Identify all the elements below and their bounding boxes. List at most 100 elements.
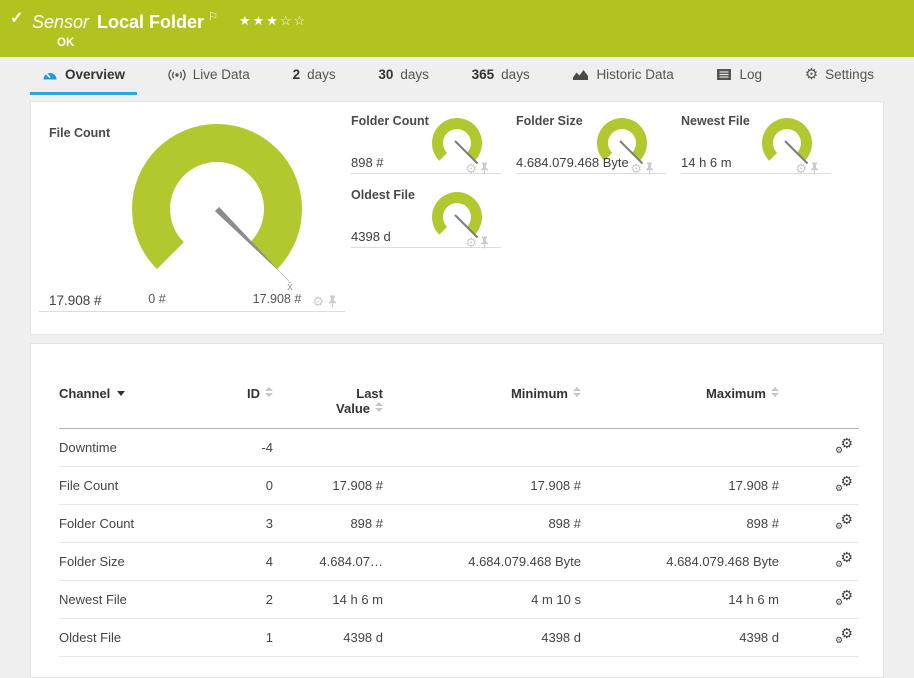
flag-icon[interactable]: ⚐ xyxy=(208,11,218,23)
channel-id: 2 xyxy=(217,580,279,619)
channel-settings-icon[interactable]: ⚙ ⚙ xyxy=(835,473,853,493)
channel-minimum: 17.908 # xyxy=(389,466,587,505)
channel-last-value: 4.684.07… xyxy=(279,542,389,581)
column-header-last-value[interactable]: Last Value xyxy=(279,386,389,429)
pin-icon[interactable] xyxy=(480,162,489,175)
sensor-kind-label: Sensor xyxy=(32,12,90,32)
tab-settings[interactable]: ⚙ Settings xyxy=(793,57,886,95)
gauge-panel-newest-file: Newest File 14 h 6 m ⚙ xyxy=(681,114,831,176)
tab-bar: Overview Live Data 2 days 30 days 365 da… xyxy=(0,57,914,95)
table-header-row: Channel ID Last Value Minimum Maximum xyxy=(59,386,859,429)
tab-log[interactable]: Log xyxy=(704,57,774,95)
channel-maximum: 898 # xyxy=(587,504,785,543)
channel-maximum: 4.684.079.468 Byte xyxy=(587,542,785,581)
pin-icon[interactable] xyxy=(810,162,819,175)
column-header-id[interactable]: ID xyxy=(217,386,279,429)
channel-settings-icon[interactable]: ⚙ ⚙ xyxy=(835,549,853,569)
channel-last-value: 14 h 6 m xyxy=(279,580,389,619)
gauge-value: 4398 d xyxy=(351,229,391,244)
gauge-needle xyxy=(619,140,644,165)
tab-number: 2 xyxy=(292,67,301,82)
channel-last-value xyxy=(279,428,389,467)
column-header-actions xyxy=(785,386,859,429)
channel-name[interactable]: Downtime xyxy=(59,428,217,467)
channel-id: 1 xyxy=(217,618,279,657)
gear-icon[interactable]: ⚙ xyxy=(465,161,477,176)
gauge-scale-min: 0 # xyxy=(148,292,165,306)
tab-30-days[interactable]: 30 days xyxy=(366,57,441,95)
tab-historic-data[interactable]: Historic Data xyxy=(560,57,685,95)
gauge-title: Oldest File xyxy=(351,188,415,202)
channel-settings-icon[interactable]: ⚙ ⚙ xyxy=(835,587,853,607)
column-label: Maximum xyxy=(706,386,766,401)
pin-icon[interactable] xyxy=(645,162,654,175)
channel-settings-icon[interactable]: ⚙ ⚙ xyxy=(835,435,853,455)
channel-minimum xyxy=(389,428,587,467)
gear-icon[interactable]: ⚙ xyxy=(795,161,807,176)
gauge-title: Newest File xyxy=(681,114,750,128)
content-area: File Count x̄ 0 # 17.908 # 17.908 # ⚙ Fo xyxy=(0,95,914,678)
newest-file-gauge xyxy=(762,118,812,165)
gauge-title: Folder Size xyxy=(516,114,583,128)
channels-table: Channel ID Last Value Minimum Maximum xyxy=(59,386,859,657)
table-row-oldest-file: Oldest File 1 4398 d 4398 d 4398 d ⚙ ⚙ xyxy=(59,618,859,657)
channel-id: 3 xyxy=(217,504,279,543)
gauge-value: 898 # xyxy=(351,155,384,170)
channel-name[interactable]: Folder Count xyxy=(59,504,217,543)
channel-name[interactable]: File Count xyxy=(59,466,217,505)
gauge-title: Folder Count xyxy=(351,114,429,128)
channel-maximum: 4398 d xyxy=(587,618,785,657)
tab-number: 365 xyxy=(471,67,495,82)
tab-label: days xyxy=(400,67,429,82)
status-badge: OK xyxy=(57,37,75,49)
table-row-folder-size: Folder Size 4 4.684.07… 4.684.079.468 By… xyxy=(59,542,859,581)
sort-icon xyxy=(375,402,383,412)
sort-icon xyxy=(771,387,779,397)
table-row-newest-file: Newest File 2 14 h 6 m 4 m 10 s 14 h 6 m… xyxy=(59,580,859,619)
tab-overview[interactable]: Overview xyxy=(30,57,138,95)
sort-icon xyxy=(573,387,581,397)
priority-stars[interactable]: ★★★☆☆ xyxy=(238,13,308,28)
tab-label: days xyxy=(501,67,530,82)
gear-icon[interactable]: ⚙ xyxy=(465,235,477,250)
sensor-header: ✓ Sensor Local Folder ⚐ ★★★☆☆ OK xyxy=(0,0,914,57)
channel-name[interactable]: Oldest File xyxy=(59,618,217,657)
tab-number: 30 xyxy=(378,67,394,82)
channels-card: Channel ID Last Value Minimum Maximum xyxy=(30,343,884,678)
column-header-channel[interactable]: Channel xyxy=(59,386,217,429)
file-count-gauge: x̄ 0 # 17.908 # xyxy=(132,123,302,306)
channel-settings-icon[interactable]: ⚙ ⚙ xyxy=(835,511,853,531)
gauge-panel-oldest-file: Oldest File 4398 d ⚙ xyxy=(351,188,501,250)
channel-name[interactable]: Newest File xyxy=(59,580,217,619)
channel-maximum xyxy=(587,428,785,467)
channel-settings-icon[interactable]: ⚙ ⚙ xyxy=(835,625,853,645)
tab-label: Settings xyxy=(825,67,874,82)
channel-last-value: 898 # xyxy=(279,504,389,543)
column-header-maximum[interactable]: Maximum xyxy=(587,386,785,429)
column-header-minimum[interactable]: Minimum xyxy=(389,386,587,429)
tab-365-days[interactable]: 365 days xyxy=(460,57,542,95)
gear-icon[interactable]: ⚙ xyxy=(630,161,642,176)
channel-name[interactable]: Folder Size xyxy=(59,542,217,581)
tab-live-data[interactable]: Live Data xyxy=(156,57,262,95)
folder-count-gauge xyxy=(432,118,482,165)
gauge-needle xyxy=(214,206,283,275)
channel-id: -4 xyxy=(217,428,279,467)
log-icon xyxy=(717,69,732,80)
gauge-value: 4.684.079.468 Byte xyxy=(516,155,629,170)
gear-icon[interactable]: ⚙ xyxy=(312,294,324,309)
tab-label: Log xyxy=(739,67,762,82)
gauge-needle xyxy=(784,140,809,165)
channel-id: 4 xyxy=(217,542,279,581)
pin-icon[interactable] xyxy=(328,295,337,308)
oldest-file-gauge xyxy=(432,192,482,239)
check-icon: ✓ xyxy=(10,10,24,27)
tab-label: Overview xyxy=(65,67,126,82)
live-data-icon xyxy=(168,68,186,81)
pin-icon[interactable] xyxy=(480,236,489,249)
tab-2-days[interactable]: 2 days xyxy=(281,57,348,95)
gauge-icon xyxy=(43,71,57,79)
tab-label: days xyxy=(307,67,336,82)
channel-maximum: 14 h 6 m xyxy=(587,580,785,619)
column-label: Minimum xyxy=(510,386,568,401)
